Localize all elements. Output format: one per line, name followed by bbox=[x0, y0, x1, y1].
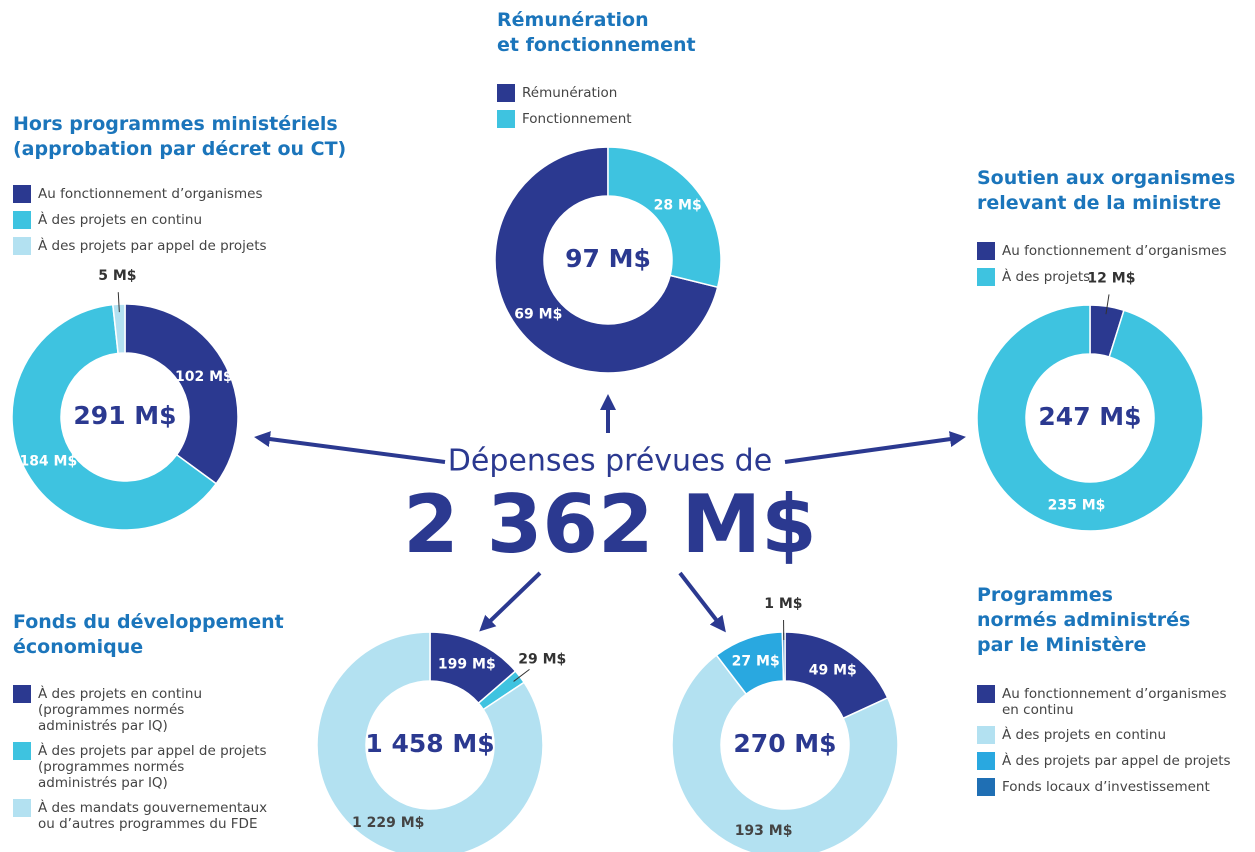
legend-item: À des projets bbox=[977, 268, 1227, 286]
value-label: 235 M$ bbox=[1048, 497, 1106, 513]
value-label: 28 M$ bbox=[654, 197, 702, 213]
value-label: 1 M$ bbox=[764, 596, 802, 612]
legend-swatch bbox=[497, 110, 515, 128]
legend-item: À des projets par appel de projets (prog… bbox=[13, 742, 267, 791]
legend-swatch bbox=[977, 752, 995, 770]
legend-label: Au fonctionnement d’organismes en contin… bbox=[1002, 686, 1227, 718]
legend: Au fonctionnement d’organismes À des proj… bbox=[977, 242, 1227, 294]
value-label: 27 M$ bbox=[732, 653, 780, 669]
donut: 12 M$ 235 M$ 247 M$ bbox=[976, 271, 1204, 532]
legend-label: À des mandats gouvernementaux ou d’autre… bbox=[38, 800, 268, 832]
center-label: 1 458 M$ bbox=[365, 729, 494, 758]
legend-label: À des projets en continu bbox=[38, 212, 203, 228]
value-label: 193 M$ bbox=[735, 823, 793, 839]
legend-item: À des projets par appel de projets bbox=[13, 237, 267, 255]
legend-label: À des projets en continu bbox=[1002, 727, 1167, 743]
chart-title: Soutien aux organismes relevant de la mi… bbox=[977, 167, 1236, 214]
value-label: 199 M$ bbox=[438, 657, 496, 673]
donut: 102 M$ 184 M$ 5 M$ 291 M$ bbox=[11, 268, 239, 531]
legend-swatch bbox=[977, 242, 995, 260]
legend-item: À des projets par appel de projets bbox=[977, 752, 1231, 770]
legend-label: À des projets par appel de projets (prog… bbox=[38, 743, 267, 791]
legend-swatch bbox=[13, 211, 31, 229]
donut-slice bbox=[976, 304, 1204, 532]
leader-line bbox=[513, 668, 530, 682]
legend-item: Au fonctionnement d’organismes en contin… bbox=[977, 685, 1231, 718]
donut-slice bbox=[11, 303, 218, 531]
value-label: 49 M$ bbox=[809, 662, 857, 678]
legend-label: Au fonctionnement d’organismes bbox=[38, 186, 263, 202]
legend-label: À des projets par appel de projets bbox=[38, 238, 267, 254]
legend-item: Au fonctionnement d’organismes bbox=[977, 242, 1227, 260]
arrow bbox=[784, 431, 966, 464]
legend: À des projets en continu (programmes nor… bbox=[13, 685, 267, 840]
legend-label: À des projets bbox=[1002, 269, 1091, 285]
legend-label: À des projets par appel de projets bbox=[1002, 753, 1231, 769]
arrow bbox=[254, 431, 446, 464]
legend-swatch bbox=[977, 268, 995, 286]
summary-label: Dépenses prévues de bbox=[448, 444, 772, 479]
legend-swatch bbox=[977, 726, 995, 744]
donut: 49 M$ 193 M$ 27 M$ 1 M$ 270 M$ bbox=[671, 596, 899, 852]
value-label: 69 M$ bbox=[514, 307, 562, 323]
donut: 69 M$ 28 M$ 97 M$ bbox=[494, 146, 722, 374]
donut-slice bbox=[671, 654, 899, 852]
legend-swatch bbox=[977, 685, 995, 703]
value-label: 102 M$ bbox=[175, 369, 233, 385]
legend-item: À des projets en continu bbox=[977, 726, 1231, 744]
arrows bbox=[254, 394, 966, 633]
arrow bbox=[479, 571, 542, 632]
legend-label: Au fonctionnement d’organismes bbox=[1002, 243, 1227, 259]
legend-swatch bbox=[13, 742, 31, 760]
center-label: 97 M$ bbox=[565, 244, 651, 273]
donut-slice bbox=[316, 631, 544, 852]
legend-swatch bbox=[13, 185, 31, 203]
legend: Rémunération Fonctionnement bbox=[497, 84, 632, 136]
donut: 199 M$ 29 M$ 1 229 M$ 1 458 M$ bbox=[316, 631, 566, 852]
chart-title: Rémunération et fonctionnement bbox=[497, 9, 696, 56]
center-label: 291 M$ bbox=[73, 401, 176, 430]
legend: Au fonctionnement d’organismes À des proj… bbox=[13, 185, 267, 263]
value-label: 12 M$ bbox=[1087, 271, 1135, 287]
legend-item: Rémunération bbox=[497, 84, 632, 102]
legend-item: Fonds locaux d’investissement bbox=[977, 778, 1231, 796]
legend-swatch bbox=[13, 237, 31, 255]
legend: Au fonctionnement d’organismes en contin… bbox=[977, 685, 1231, 804]
arrow bbox=[678, 571, 726, 633]
chart-title: Fonds du développement économique bbox=[13, 611, 284, 658]
legend-item: À des mandats gouvernementaux ou d’autre… bbox=[13, 799, 267, 832]
legend-item: Fonctionnement bbox=[497, 110, 632, 128]
legend-label: À des projets en continu (programmes nor… bbox=[38, 686, 203, 734]
leader-line bbox=[1105, 294, 1110, 315]
legend-item: À des projets en continu (programmes nor… bbox=[13, 685, 267, 734]
legend-label: Rémunération bbox=[522, 85, 618, 101]
donut-slice bbox=[124, 303, 239, 485]
leader-line bbox=[117, 292, 120, 313]
legend-item: À des projets en continu bbox=[13, 211, 267, 229]
value-label: 184 M$ bbox=[19, 453, 77, 469]
value-label: 29 M$ bbox=[518, 652, 566, 668]
donut-slice bbox=[494, 146, 719, 374]
summary-total: 2 362 M$ bbox=[403, 478, 817, 571]
donut-slice bbox=[111, 303, 126, 355]
chart-title: Hors programmes ministériels (approbatio… bbox=[13, 113, 347, 160]
donut-slice bbox=[607, 146, 722, 289]
center-label: 270 M$ bbox=[733, 729, 836, 758]
legend-swatch bbox=[13, 799, 31, 817]
legend-label: Fonctionnement bbox=[522, 111, 632, 127]
center-label: 247 M$ bbox=[1038, 402, 1141, 431]
chart-title: Programmes normés administrés par le Min… bbox=[977, 584, 1191, 656]
value-label: 5 M$ bbox=[98, 268, 136, 284]
value-label: 1 229 M$ bbox=[352, 815, 424, 831]
legend-label: Fonds locaux d’investissement bbox=[1002, 779, 1210, 795]
legend-swatch bbox=[13, 685, 31, 703]
legend-item: Au fonctionnement d’organismes bbox=[13, 185, 267, 203]
legend-swatch bbox=[977, 778, 995, 796]
legend-swatch bbox=[497, 84, 515, 102]
